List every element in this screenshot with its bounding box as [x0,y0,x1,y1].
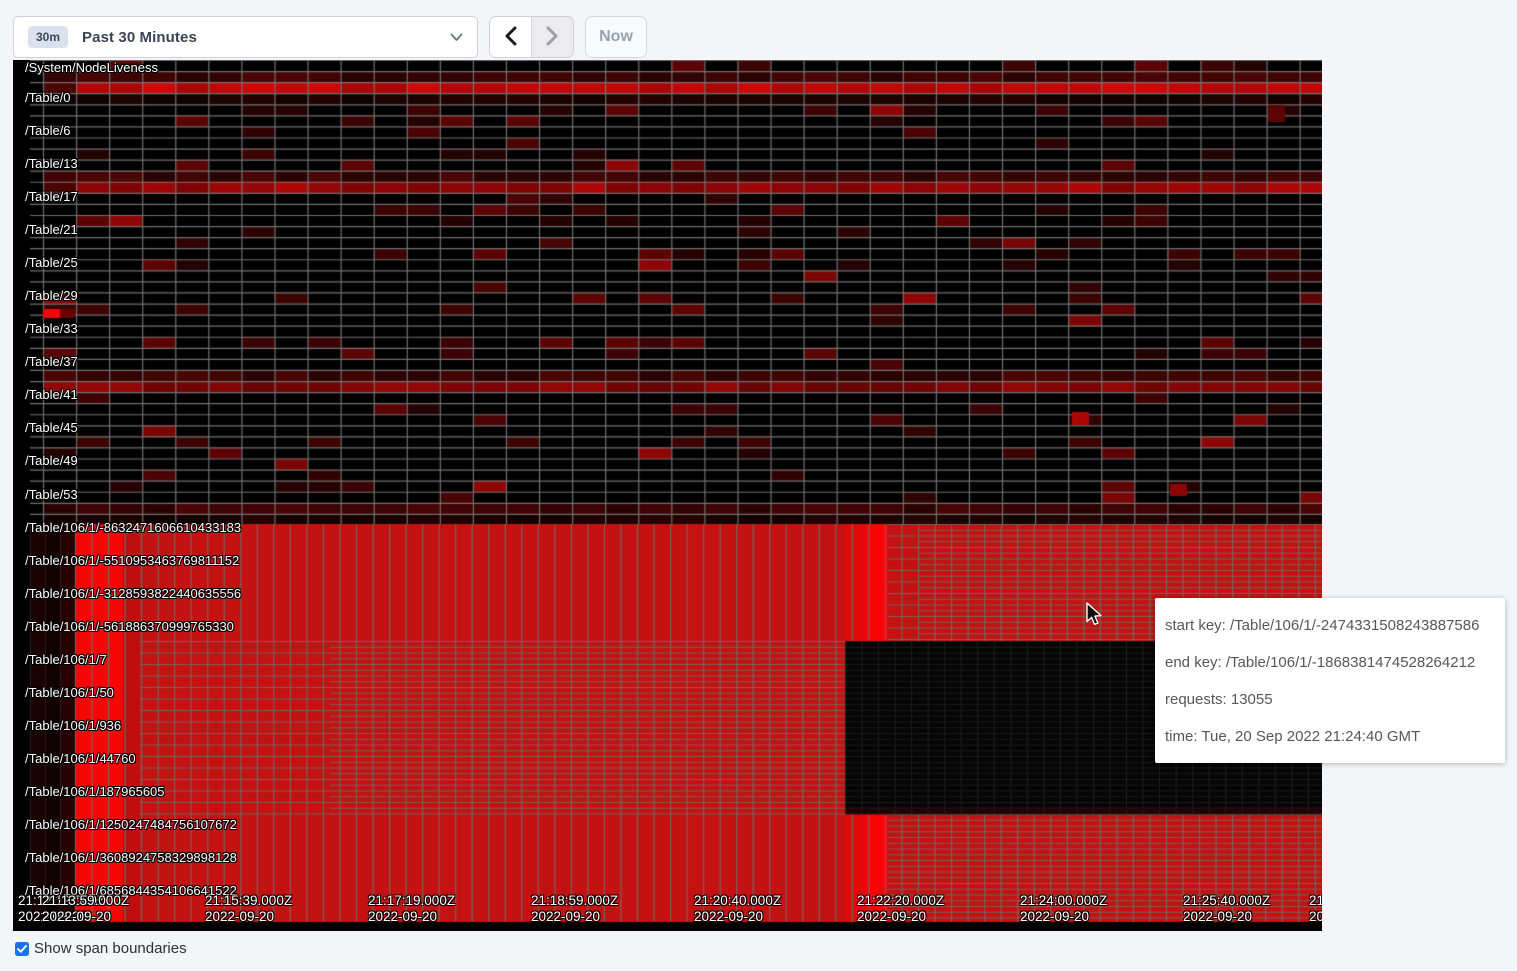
tooltip-requests: requests: 13055 [1165,691,1273,708]
tick-time: 21:12:19.000Z [18,893,106,908]
now-button[interactable]: Now [585,16,647,58]
next-time-button[interactable] [531,17,573,57]
time-nav-group [489,16,574,58]
tick-date: 2022-09-20 [1020,909,1090,924]
time-tick: 21:17:19.000Z 2022-09-20 [368,893,455,925]
time-tick: 21:12:19.000Z 2022-09-20 [18,893,105,925]
tick-time: 21:18:59.000Z [531,893,619,908]
time-tick: 21:13:59.000Z 2022-09-20 [42,893,129,925]
row-label: /Table/106/1/44760 [25,751,136,766]
check-icon [17,944,27,953]
row-label: /Table/53 [25,487,78,502]
tick-date: 2022-09-20 [1309,909,1322,924]
tick-time: 21:25:40.000Z [1183,893,1271,908]
tick-time: 21:22:20.000Z [857,893,945,908]
row-label: /Table/49 [25,453,78,468]
time-range-label: Past 30 Minutes [82,28,197,46]
tick-date: 2022-09-20 [1183,909,1253,924]
row-label: /Table/106/1/-561886370999765330 [25,619,234,634]
row-label: /Table/106/1/7 [25,652,107,667]
row-label: /Table/13 [25,156,78,171]
mouse-cursor-icon [1085,602,1104,633]
chevron-down-icon [450,33,463,42]
show-span-boundaries-label: Show span boundaries [34,940,187,957]
row-label: /Table/45 [25,420,78,435]
time-window-badge: 30m [28,26,69,48]
tick-date: 2022-09-20 [18,909,88,924]
show-span-boundaries-checkbox[interactable] [15,941,29,956]
row-label: /Table/25 [25,255,78,270]
row-label: /Table/0 [25,90,71,105]
tick-date: 2022-09-20 [205,909,275,924]
row-label: /Table/106/1/187965605 [25,784,165,799]
row-label: /Table/33 [25,321,78,336]
row-label: /Table/106/1/50 [25,685,114,700]
row-label: /Table/17 [25,189,78,204]
row-label: /Table/21 [25,222,78,237]
row-label: /Table/106/1/-5510953463769811152 [25,553,240,568]
tick-date: 2022-09-20 [857,909,927,924]
time-tick: 21:15:39.000Z 2022-09-20 [205,893,292,925]
time-tick: 21:22:20.000Z 2022-09-20 [857,893,944,925]
time-tick: 21:20:40.000Z 2022-09-20 [694,893,781,925]
time-tick: 21:24:00.000Z 2022-09-20 [1020,893,1107,925]
keyspace-heatmap-canvas[interactable] [13,60,1322,931]
chevron-right-icon [546,26,559,49]
row-label: /Table/106/1/-3128593822440635556 [25,586,242,601]
row-label: /Table/106/1/3608924758329898128 [25,850,237,865]
row-label: /Table/6 [25,123,71,138]
tick-date: 2022-09-20 [368,909,438,924]
span-tooltip: start key: /Table/106/1/-247433150824388… [1155,598,1505,763]
time-tick: 21:25:40.000Z 2022-09-20 [1183,893,1270,925]
tick-time: 21:17:19.000Z [368,893,456,908]
row-label: /System/NodeLiveness [25,60,158,75]
tick-time: 21:24:00.000Z [1020,893,1108,908]
row-label: /Table/29 [25,288,78,303]
row-label: /Table/106/1/-8632471606610433183 [25,520,242,535]
tick-time: 21:27:20.000Z [1309,893,1322,908]
tick-date: 2022-09-20 [42,909,112,924]
tooltip-start-key: start key: /Table/106/1/-247433150824388… [1165,617,1480,634]
tooltip-time: time: Tue, 20 Sep 2022 21:24:40 GMT [1165,728,1421,745]
time-tick: 21:18:59.000Z 2022-09-20 [531,893,618,925]
prev-time-button[interactable] [490,17,532,57]
row-label: /Table/41 [25,387,78,402]
row-label: /Table/37 [25,354,78,369]
row-label: /Table/106/1/6856844354106641522 [25,883,237,898]
tick-time: 21:20:40.000Z [694,893,782,908]
span-boundaries-control: Show span boundaries [15,940,187,957]
time-range-select[interactable]: 30m Past 30 Minutes [13,16,478,58]
row-label: /Table/106/1/1250247484756107672 [25,817,237,832]
tick-date: 2022-09-20 [694,909,764,924]
tick-time: 21:13:59.000Z [42,893,130,908]
key-visualizer: /System/NodeLiveness/Table/0/Table/6/Tab… [13,60,1322,931]
tooltip-end-key: end key: /Table/106/1/-18683814745282642… [1165,654,1476,671]
row-label: /Table/106/1/936 [25,718,122,733]
tick-time: 21:15:39.000Z [205,893,293,908]
chevron-left-icon [504,26,517,49]
tick-date: 2022-09-20 [531,909,601,924]
